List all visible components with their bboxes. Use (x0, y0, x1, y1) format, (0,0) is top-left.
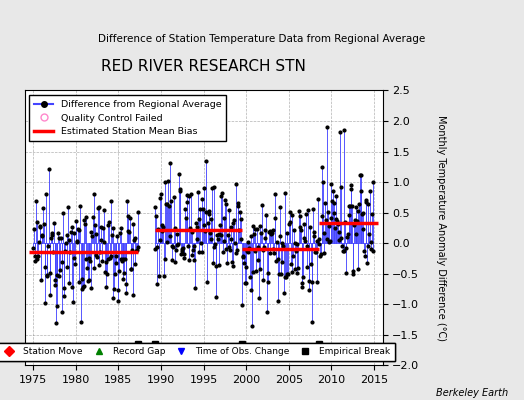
Title: RED RIVER RESEARCH STN: RED RIVER RESEARCH STN (101, 59, 306, 74)
Text: Berkeley Earth: Berkeley Earth (436, 388, 508, 398)
Y-axis label: Monthly Temperature Anomaly Difference (°C): Monthly Temperature Anomaly Difference (… (436, 115, 446, 341)
Legend: Station Move, Record Gap, Time of Obs. Change, Empirical Break: Station Move, Record Gap, Time of Obs. C… (0, 343, 395, 361)
Text: Difference of Station Temperature Data from Regional Average: Difference of Station Temperature Data f… (99, 34, 425, 44)
